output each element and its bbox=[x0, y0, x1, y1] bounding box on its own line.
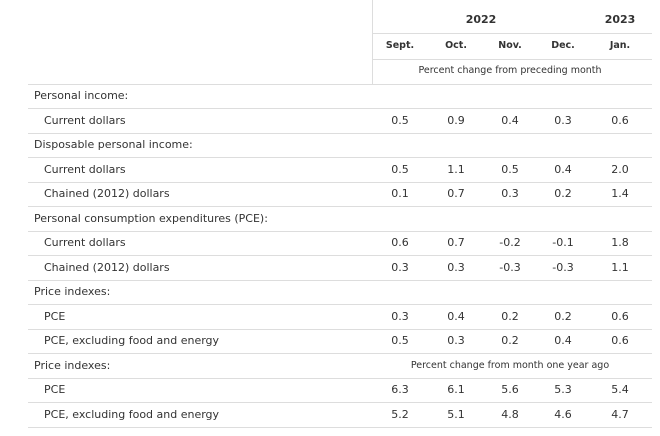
rule bbox=[28, 402, 652, 403]
year: 2023 bbox=[604, 13, 636, 26]
cell: 0.3 bbox=[554, 113, 572, 127]
cell: 6.1 bbox=[447, 383, 465, 396]
note: Percent change from month one year ago bbox=[410, 359, 610, 371]
rule bbox=[28, 377, 652, 379]
cell: 1.8 bbox=[611, 236, 629, 249]
section-title: Personal consumption expenditures (PCE): bbox=[34, 211, 268, 225]
cell: 0.3 bbox=[391, 260, 409, 274]
section-title: Disposable personal income: bbox=[34, 138, 193, 151]
cell: 0.6 bbox=[611, 334, 629, 347]
rule bbox=[28, 328, 652, 330]
cell: 0.5 bbox=[501, 162, 519, 176]
section-title: Price indexes: bbox=[34, 285, 111, 298]
rule bbox=[372, 59, 652, 60]
divider bbox=[372, 0, 373, 84]
cell: 0.6 bbox=[611, 309, 629, 323]
cell: 0.4 bbox=[447, 309, 465, 323]
subheader: Percent change from preceding month bbox=[418, 65, 602, 76]
cell: 5.4 bbox=[611, 383, 629, 396]
section-title: Price indexes: bbox=[34, 358, 111, 372]
cell: 5.2 bbox=[391, 407, 409, 421]
cell: -0.2 bbox=[499, 236, 521, 249]
rule bbox=[28, 255, 652, 256]
month: Jan. bbox=[609, 40, 631, 51]
cell: 0.3 bbox=[501, 187, 519, 200]
row-label: Current dollars bbox=[44, 113, 126, 127]
cell: 0.2 bbox=[501, 334, 519, 347]
row-label: PCE bbox=[44, 309, 66, 323]
rule bbox=[28, 157, 652, 158]
cell: -0.3 bbox=[499, 260, 521, 274]
month: Sept. bbox=[385, 40, 415, 51]
row-label: Chained (2012) dollars bbox=[44, 260, 170, 274]
cell: 4.6 bbox=[554, 407, 572, 421]
cell: 4.7 bbox=[611, 407, 629, 421]
rule bbox=[28, 181, 652, 183]
year: 2022 bbox=[465, 13, 497, 26]
cell: 5.6 bbox=[501, 383, 519, 396]
cell: 0.2 bbox=[501, 309, 519, 323]
cell: 5.1 bbox=[447, 407, 465, 421]
cell: 0.5 bbox=[391, 113, 409, 127]
cell: 0.7 bbox=[447, 236, 465, 249]
month: Nov. bbox=[498, 40, 522, 51]
cell: 0.4 bbox=[501, 113, 519, 127]
cell: 0.4 bbox=[554, 162, 572, 176]
cell: 4.8 bbox=[501, 407, 519, 421]
rule bbox=[372, 33, 652, 34]
rule bbox=[28, 304, 652, 305]
rule bbox=[28, 108, 652, 109]
cell: 1.1 bbox=[447, 162, 465, 176]
cell: 0.3 bbox=[447, 334, 465, 347]
cell: 0.5 bbox=[391, 162, 409, 176]
cell: 0.2 bbox=[554, 187, 572, 200]
cell: -0.3 bbox=[552, 260, 574, 274]
month: Dec. bbox=[551, 40, 575, 51]
row-label: PCE bbox=[44, 383, 66, 396]
row-label: Current dollars bbox=[44, 162, 126, 176]
row-label: PCE, excluding food and energy bbox=[44, 407, 220, 421]
row-label: PCE, excluding food and energy bbox=[44, 334, 220, 347]
cell: 0.5 bbox=[391, 334, 409, 347]
cell: 0.2 bbox=[554, 309, 572, 323]
cell: 0.3 bbox=[447, 260, 465, 274]
cell: 5.3 bbox=[554, 383, 572, 396]
rule bbox=[28, 426, 652, 428]
cell: 1.1 bbox=[611, 260, 629, 274]
rule bbox=[28, 279, 652, 281]
cell: -0.1 bbox=[552, 236, 574, 249]
rule bbox=[28, 132, 652, 134]
cell: 0.6 bbox=[391, 236, 409, 249]
cell: 0.9 bbox=[447, 113, 465, 127]
rule bbox=[28, 353, 652, 354]
cell: 0.3 bbox=[391, 309, 409, 323]
cell: 6.3 bbox=[391, 383, 409, 396]
cell: 1.4 bbox=[611, 187, 629, 200]
rule bbox=[28, 84, 652, 85]
rule bbox=[28, 206, 652, 207]
row-label: Current dollars bbox=[44, 236, 126, 249]
cell: 2.0 bbox=[611, 162, 629, 176]
section-title: Personal income: bbox=[34, 89, 129, 102]
month: Oct. bbox=[445, 40, 467, 51]
row-label: Chained (2012) dollars bbox=[44, 187, 170, 200]
cell: 0.7 bbox=[447, 187, 465, 200]
cell: 0.6 bbox=[611, 113, 629, 127]
cell: 0.1 bbox=[391, 187, 409, 200]
rule bbox=[28, 230, 652, 232]
cell: 0.4 bbox=[554, 334, 572, 347]
